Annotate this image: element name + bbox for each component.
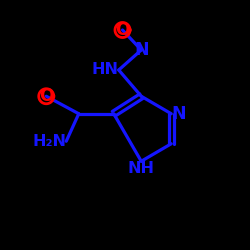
Text: H₂N: H₂N <box>32 134 66 149</box>
Text: HN: HN <box>92 62 119 78</box>
Text: O: O <box>39 87 54 105</box>
Text: N: N <box>134 41 148 59</box>
Text: O: O <box>115 21 130 39</box>
Text: NH: NH <box>128 161 155 176</box>
Text: N: N <box>171 105 186 123</box>
